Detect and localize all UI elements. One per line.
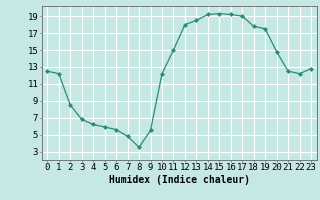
X-axis label: Humidex (Indice chaleur): Humidex (Indice chaleur) (109, 175, 250, 185)
